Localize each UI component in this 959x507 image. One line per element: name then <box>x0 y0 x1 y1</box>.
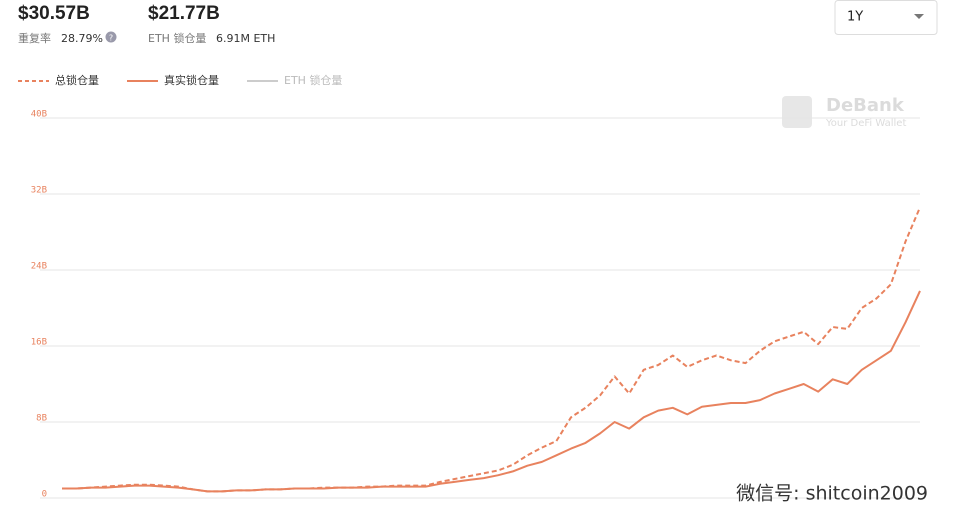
legend-label: 真实锁仓量 <box>164 73 219 87</box>
legend-item[interactable]: ETH 锁仓量 <box>247 73 342 87</box>
eth-locked: 6.91M ETH <box>216 32 275 45</box>
wechat-watermark: 微信号: shitcoin2009 <box>736 483 928 505</box>
watermark-logo <box>782 96 812 128</box>
series-line <box>62 290 921 493</box>
series-line <box>62 206 921 493</box>
help-icon[interactable] <box>105 31 117 43</box>
dup-rate: 28.79% <box>61 32 103 45</box>
legend-item[interactable]: 总锁仓量 <box>18 73 99 87</box>
y-tick-label: 16B <box>31 338 47 348</box>
legend-label: ETH 锁仓量 <box>284 73 342 87</box>
y-tick-label: 32B <box>31 186 47 196</box>
y-tick-label: 24B <box>31 262 47 272</box>
watermark-sub: Your DeFi Wallet <box>825 118 906 129</box>
y-tick-label: 40B <box>31 110 47 120</box>
real-tvl: $21.77B <box>148 3 220 24</box>
range-select-value: 1Y <box>847 10 863 25</box>
help-icon-mark: ? <box>109 34 113 43</box>
total-tvl: $30.57B <box>18 3 90 24</box>
watermark-title: DeBank <box>826 95 905 116</box>
dropdown-arrow <box>914 14 924 19</box>
legend-label: 总锁仓量 <box>55 73 99 87</box>
eth-locked-label: ETH 锁仓量 <box>148 31 206 45</box>
y-tick-label: 8B <box>36 414 47 424</box>
legend-item[interactable]: 真实锁仓量 <box>127 73 219 87</box>
watermark: DeBank Your DeFi Wallet <box>782 95 906 129</box>
dup-rate-label: 重复率 <box>18 31 51 45</box>
range-select[interactable] <box>834 0 938 35</box>
y-tick-label: 0 <box>42 490 47 500</box>
